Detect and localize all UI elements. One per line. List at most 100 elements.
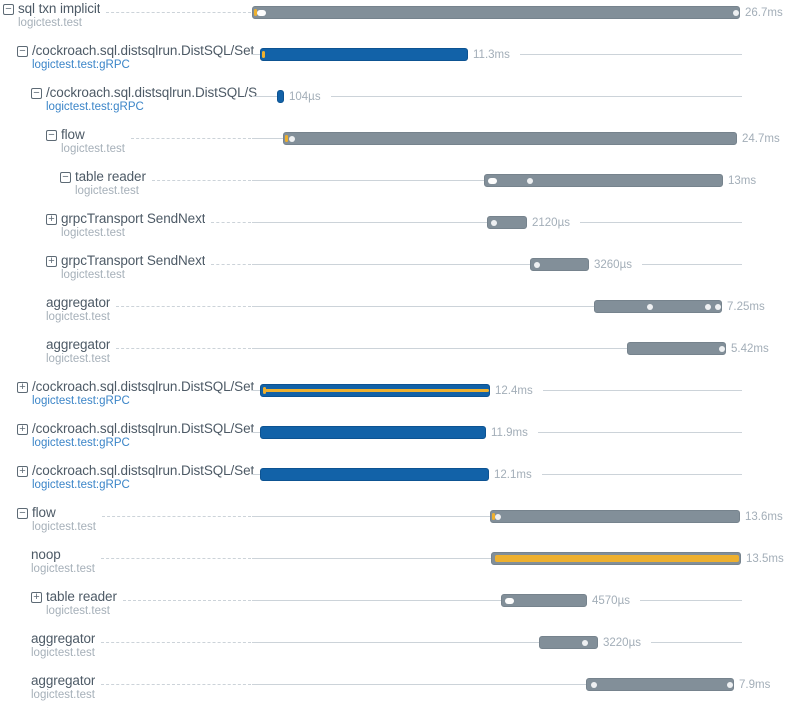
event-marker-dot <box>491 219 497 226</box>
expander-toggle-icon[interactable]: − <box>46 130 57 141</box>
timeline-trail-line <box>542 474 742 475</box>
span-bar[interactable] <box>501 594 587 607</box>
timeline-lead-line <box>252 264 530 265</box>
event-marker-dot <box>647 303 653 310</box>
timeline-lead-line <box>252 222 487 223</box>
timeline-trail-line <box>642 264 742 265</box>
trace-row: aggregator logictest.test 7.25ms <box>0 296 786 338</box>
expander-toggle-icon[interactable]: − <box>3 4 14 15</box>
event-marker-dot <box>591 681 597 688</box>
trace-row: aggregator logictest.test 5.42ms <box>0 338 786 380</box>
span-subtitle: logictest.test <box>61 269 125 281</box>
timeline-trail-line <box>580 222 742 223</box>
event-marker-dot <box>719 345 725 352</box>
event-marker-pill <box>257 9 266 16</box>
event-marker-yellow-tick <box>262 51 265 58</box>
trace-row: + grpcTransport SendNext logictest.test … <box>0 212 786 254</box>
span-labels: /cockroach.sql.distsqlrun.DistSQL/S logi… <box>46 86 257 113</box>
span-labels: table reader logictest.test <box>46 590 117 617</box>
leader-dashed-line <box>211 222 251 223</box>
expander-toggle-icon[interactable]: − <box>17 508 28 519</box>
expander-toggle-icon[interactable]: + <box>46 256 57 267</box>
span-subtitle: logictest.test <box>32 521 96 533</box>
span-title: flow <box>32 506 56 520</box>
span-labels: table reader logictest.test <box>75 170 146 197</box>
span-duration-label: 5.42ms <box>731 343 769 355</box>
expander-toggle-icon[interactable]: − <box>60 172 71 183</box>
span-bar[interactable] <box>627 342 726 355</box>
span-subtitle: logictest.test <box>46 311 110 323</box>
span-labels: flow logictest.test <box>32 506 96 533</box>
timeline-lead-line <box>252 558 491 559</box>
timeline-lead-line <box>252 138 283 139</box>
event-marker-yellow-tick <box>492 513 495 520</box>
span-title: /cockroach.sql.distsqlrun.DistSQL/Set <box>32 422 255 436</box>
expander-toggle-icon[interactable]: + <box>17 424 28 435</box>
span-bar[interactable] <box>260 384 490 397</box>
timeline-lead-line <box>252 390 260 391</box>
span-subtitle[interactable]: logictest.test:gRPC <box>32 479 130 491</box>
leader-dashed-line <box>106 12 251 13</box>
span-subtitle[interactable]: logictest.test:gRPC <box>32 395 130 407</box>
event-marker-dot <box>289 135 295 142</box>
trace-row: + grpcTransport SendNext logictest.test … <box>0 254 786 296</box>
timeline-trail-line <box>543 390 742 391</box>
leader-dashed-line <box>102 516 251 517</box>
event-marker-yellow-tick <box>254 9 257 16</box>
span-bar[interactable] <box>586 678 734 691</box>
timeline-trail-line <box>538 432 742 433</box>
span-bar[interactable] <box>491 552 741 565</box>
span-duration-label: 12.4ms <box>495 385 533 397</box>
span-subtitle: logictest.test <box>75 185 139 197</box>
expander-toggle-icon[interactable]: − <box>31 88 42 99</box>
span-title: table reader <box>75 170 146 184</box>
span-duration-label: 7.25ms <box>727 301 765 313</box>
span-subtitle: logictest.test <box>31 689 95 701</box>
span-bar[interactable] <box>260 426 486 439</box>
span-subtitle: logictest.test <box>18 17 82 29</box>
span-bar[interactable] <box>283 132 737 145</box>
expander-toggle-icon[interactable]: − <box>17 46 28 57</box>
expander-toggle-icon[interactable]: + <box>31 592 42 603</box>
span-bar[interactable] <box>484 174 723 187</box>
span-title: sql txn implicit <box>18 2 101 16</box>
event-marker-dot <box>727 681 733 688</box>
span-bar[interactable] <box>277 90 284 103</box>
span-bar[interactable] <box>594 300 722 313</box>
expander-toggle-icon[interactable]: + <box>17 382 28 393</box>
event-marker-dot <box>534 261 540 268</box>
timeline-lead-line <box>252 348 627 349</box>
trace-row: + table reader logictest.test 4570µs <box>0 590 786 632</box>
span-title: /cockroach.sql.distsqlrun.DistSQL/Set <box>32 464 255 478</box>
span-bar[interactable] <box>530 258 589 271</box>
span-duration-label: 13.6ms <box>745 511 783 523</box>
span-labels: /cockroach.sql.distsqlrun.DistSQL/Set lo… <box>32 464 254 491</box>
span-labels: aggregator logictest.test <box>46 338 110 365</box>
span-labels: /cockroach.sql.distsqlrun.DistSQL/Set lo… <box>32 380 254 407</box>
span-duration-label: 26.7ms <box>745 7 783 19</box>
expander-toggle-icon[interactable]: + <box>46 214 57 225</box>
span-title: /cockroach.sql.distsqlrun.DistSQL/Set <box>32 44 255 58</box>
span-bar[interactable] <box>252 6 740 19</box>
span-title: aggregator <box>31 674 96 688</box>
span-bar[interactable] <box>490 510 740 523</box>
span-title: noop <box>31 548 61 562</box>
leader-dashed-line <box>101 684 251 685</box>
trace-row: + /cockroach.sql.distsqlrun.DistSQL/Set … <box>0 464 786 506</box>
span-bar[interactable] <box>539 636 598 649</box>
span-title: flow <box>61 128 85 142</box>
span-subtitle[interactable]: logictest.test:gRPC <box>32 437 130 449</box>
span-subtitle[interactable]: logictest.test:gRPC <box>46 101 144 113</box>
span-bar[interactable] <box>260 48 468 61</box>
span-duration-label: 7.9ms <box>739 679 771 691</box>
span-labels: /cockroach.sql.distsqlrun.DistSQL/Set lo… <box>32 44 254 71</box>
event-marker-dot <box>495 513 501 520</box>
trace-row: − table reader logictest.test 13ms <box>0 170 786 212</box>
expander-toggle-icon[interactable]: + <box>17 466 28 477</box>
timeline-lead-line <box>252 54 260 55</box>
span-subtitle[interactable]: logictest.test:gRPC <box>32 59 130 71</box>
span-bar[interactable] <box>487 216 527 229</box>
span-bar[interactable] <box>260 468 489 481</box>
timeline-trail-line <box>520 54 742 55</box>
span-labels: grpcTransport SendNext logictest.test <box>61 254 205 281</box>
